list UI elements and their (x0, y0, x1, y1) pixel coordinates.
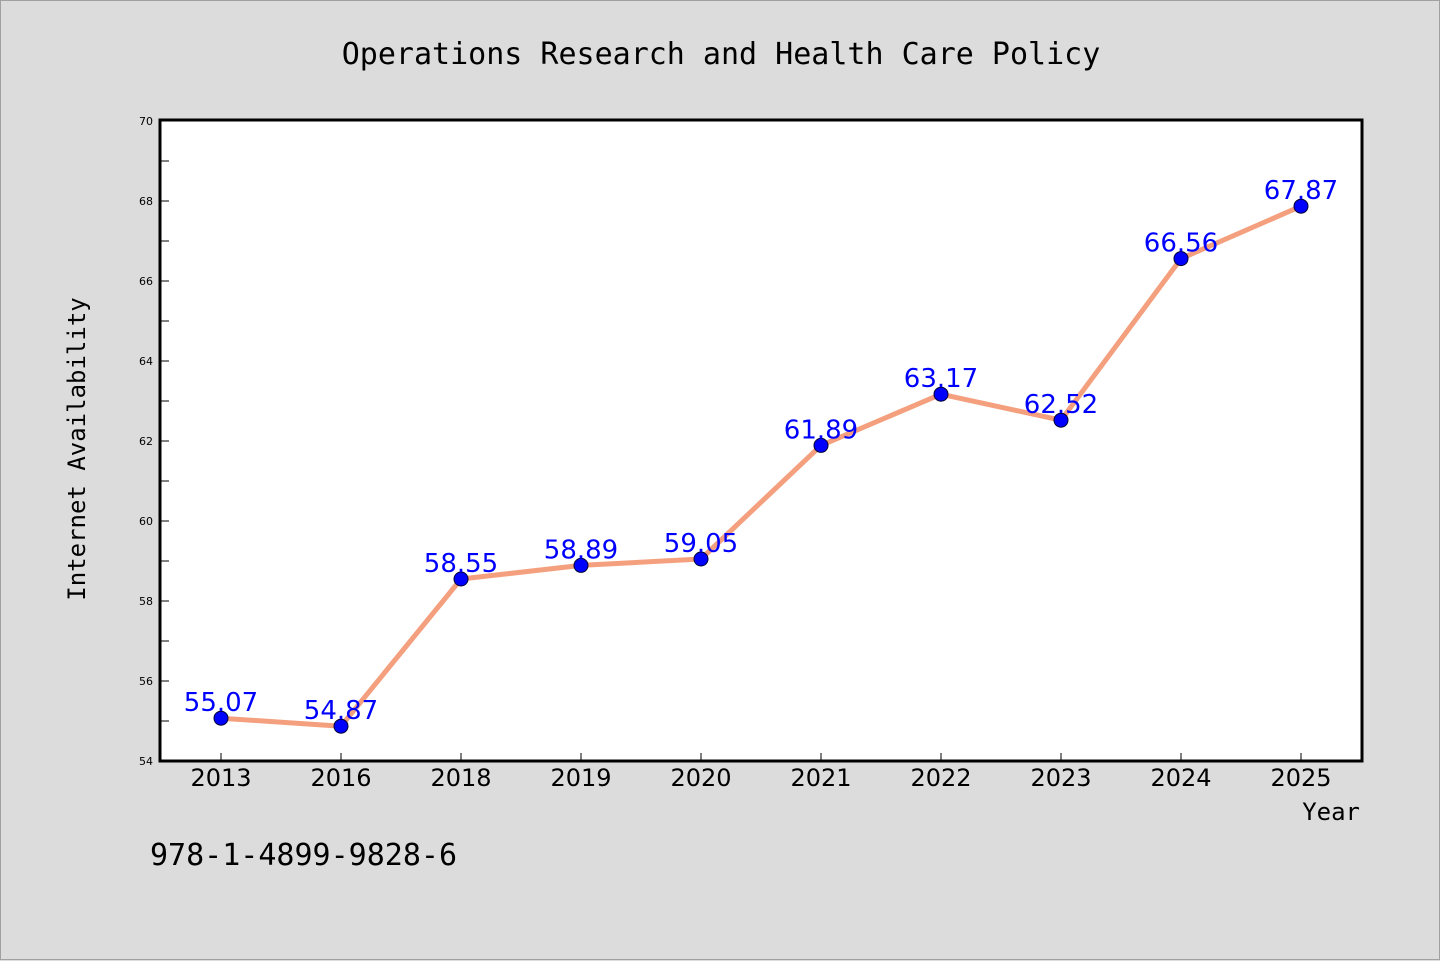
data-point (213, 710, 229, 726)
y-tick-label: 56 (139, 675, 153, 688)
series-line-group (218, 203, 1304, 729)
x-tick-label: 2022 (910, 764, 971, 792)
data-label: 59.05 (664, 529, 738, 559)
data-label: 67.87 (1264, 176, 1338, 206)
x-tick-label: 2024 (1150, 764, 1211, 792)
data-point (1293, 198, 1309, 214)
y-tick-label: 70 (139, 115, 153, 128)
x-tick-label: 2019 (550, 764, 611, 792)
x-axis-ticks: 2013 2016 2018 2019 2020 2021 2022 2023 2024 2025 (190, 753, 1332, 792)
data-label: 63.17 (904, 364, 978, 394)
data-labels: 55.07 54.87 58.55 58.89 59.05 61.89 63.17 62.52… (184, 176, 1338, 726)
data-point (933, 386, 949, 402)
data-point (1053, 412, 1069, 428)
x-tick-label: 2020 (670, 764, 731, 792)
isbn-annotation: 978-1-4899-9828-6 (150, 838, 457, 873)
plot-area (158, 118, 1364, 763)
y-tick-label: 58 (139, 595, 153, 608)
x-tick-label: 2023 (1030, 764, 1091, 792)
x-tick-label: 2025 (1270, 764, 1331, 792)
data-label: 54.87 (304, 696, 378, 726)
y-tick-label: 60 (139, 515, 153, 528)
y-axis-ticks: 54 56 58 60 62 64 66 68 70 (139, 115, 169, 768)
data-point (573, 557, 589, 573)
data-label: 58.89 (544, 535, 618, 565)
y-tick-label: 62 (139, 435, 153, 448)
data-label: 62.52 (1024, 390, 1098, 420)
data-label: 61.89 (784, 415, 858, 445)
y-tick-label: 68 (139, 195, 153, 208)
data-points (213, 198, 1309, 734)
x-tick-label: 2013 (190, 764, 251, 792)
data-point (813, 437, 829, 453)
y-tick-label: 66 (139, 275, 153, 288)
data-label: 58.55 (424, 549, 498, 579)
data-label: 66.56 (1144, 229, 1218, 259)
data-point (333, 718, 349, 734)
chart-title: Operations Research and Health Care Poli… (342, 37, 1101, 72)
series-line (218, 203, 1304, 729)
x-tick-label: 2021 (790, 764, 851, 792)
data-label: 55.07 (184, 688, 258, 718)
y-tick-label: 64 (139, 355, 153, 368)
y-axis-label: Internet Availability (63, 297, 91, 600)
data-point (1173, 251, 1189, 267)
y-tick-label: 54 (139, 755, 153, 768)
data-point (453, 571, 469, 587)
x-tick-label: 2016 (310, 764, 371, 792)
data-point (693, 551, 709, 567)
x-axis-label: Year (1302, 798, 1360, 826)
x-tick-label: 2018 (430, 764, 491, 792)
